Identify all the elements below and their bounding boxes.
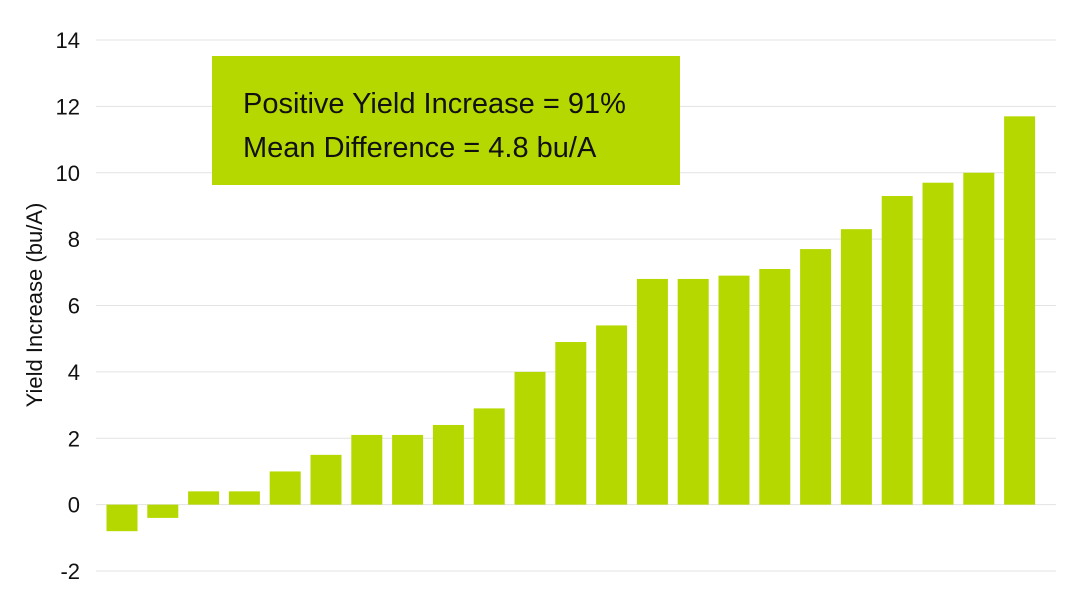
- bar: [106, 504, 138, 532]
- y-tick-label: 12: [56, 94, 80, 119]
- bar: [147, 504, 179, 518]
- annotation-line-positive-yield: Positive Yield Increase = 91%: [243, 88, 626, 120]
- bar: [596, 325, 628, 505]
- y-axis-title: Yield Increase (bu/A): [22, 203, 47, 408]
- y-tick-label: 10: [56, 161, 80, 186]
- bar: [800, 249, 832, 505]
- bar: [718, 275, 750, 505]
- bar: [922, 182, 954, 505]
- y-tick-label: 8: [68, 227, 80, 252]
- bar: [759, 268, 791, 505]
- bars: [106, 116, 1036, 532]
- bar: [269, 471, 301, 505]
- bar: [555, 342, 587, 505]
- bar: [963, 172, 995, 505]
- annotation-background: [212, 56, 680, 185]
- bar: [188, 491, 220, 505]
- bar: [228, 491, 260, 505]
- y-tick-label: 6: [68, 294, 80, 319]
- bar: [677, 278, 709, 505]
- bar: [881, 195, 913, 505]
- bar: [1004, 116, 1036, 505]
- bar: [432, 424, 464, 505]
- bar: [514, 371, 546, 505]
- bar: [473, 408, 505, 505]
- annotation-line-mean-difference: Mean Difference = 4.8 bu/A: [243, 132, 597, 164]
- bar: [840, 229, 872, 505]
- bar: [636, 278, 668, 505]
- annotation-box: Positive Yield Increase = 91% Mean Diffe…: [212, 56, 680, 185]
- y-tick-label: 4: [68, 360, 80, 385]
- y-tick-label: -2: [60, 559, 80, 584]
- y-tick-label: 14: [56, 28, 80, 53]
- bar: [310, 454, 342, 505]
- y-tick-label: 0: [68, 493, 80, 518]
- y-tick-label: 2: [68, 426, 80, 451]
- y-axis-ticks: -2 0 2 4 6 8 10 12 14: [56, 28, 80, 584]
- bar: [392, 434, 424, 505]
- bar: [351, 434, 383, 505]
